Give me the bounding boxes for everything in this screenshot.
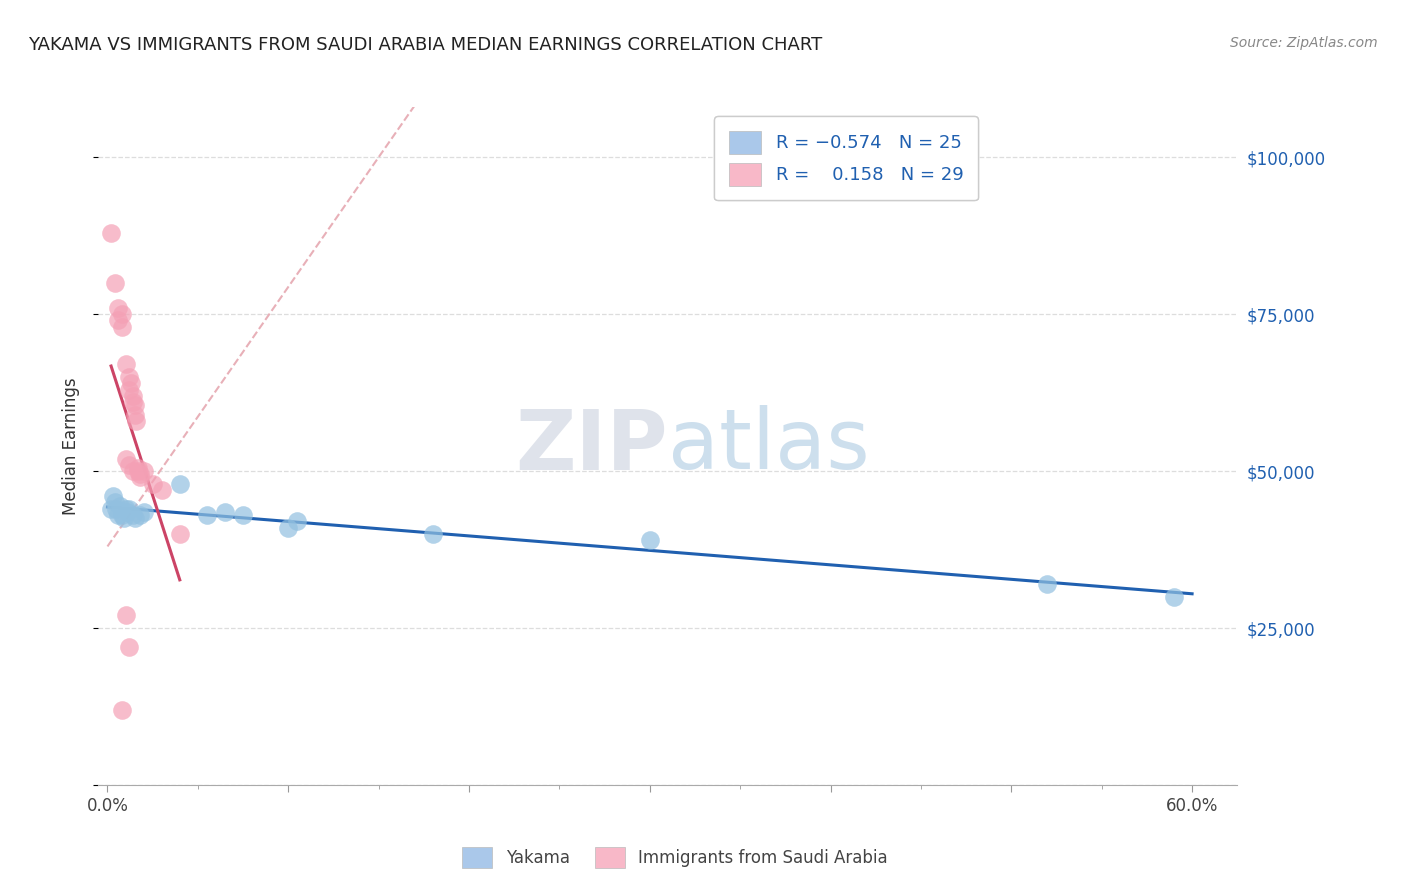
Point <box>132 464 155 478</box>
Point <box>104 276 127 290</box>
Point <box>118 458 141 472</box>
Point <box>127 461 149 475</box>
Legend: R = −0.574   N = 25, R =    0.158   N = 29: R = −0.574 N = 25, R = 0.158 N = 29 <box>714 116 977 201</box>
Text: YAKAMA VS IMMIGRANTS FROM SAUDI ARABIA MEDIAN EARNINGS CORRELATION CHART: YAKAMA VS IMMIGRANTS FROM SAUDI ARABIA M… <box>28 36 823 54</box>
Point <box>111 703 134 717</box>
Point <box>285 514 308 528</box>
Point <box>107 313 129 327</box>
Point <box>118 370 141 384</box>
Point <box>118 501 141 516</box>
Point <box>108 499 131 513</box>
Point <box>121 508 143 522</box>
Point <box>118 640 141 654</box>
Point <box>121 389 143 403</box>
Point <box>118 383 141 397</box>
Point <box>114 608 136 623</box>
Point <box>124 408 146 422</box>
Point <box>101 489 124 503</box>
Point <box>111 508 134 522</box>
Point <box>114 358 136 372</box>
Point <box>111 319 134 334</box>
Point <box>117 505 139 519</box>
Point <box>195 508 218 522</box>
Point <box>121 464 143 478</box>
Text: ZIP: ZIP <box>516 406 668 486</box>
Point <box>104 495 127 509</box>
Point <box>169 527 191 541</box>
Point <box>232 508 254 522</box>
Point <box>1163 590 1185 604</box>
Point <box>124 398 146 412</box>
Point <box>422 527 444 541</box>
Legend: Yakama, Immigrants from Saudi Arabia: Yakama, Immigrants from Saudi Arabia <box>456 840 894 875</box>
Point <box>121 395 143 409</box>
Point <box>132 505 155 519</box>
Point <box>107 301 129 315</box>
Point <box>112 511 135 525</box>
Point <box>1036 577 1059 591</box>
Y-axis label: Median Earnings: Median Earnings <box>62 377 80 515</box>
Point <box>129 467 152 482</box>
Point <box>638 533 661 548</box>
Point <box>111 307 134 321</box>
Point <box>125 414 148 428</box>
Point <box>107 508 129 522</box>
Point <box>100 501 122 516</box>
Point <box>150 483 173 497</box>
Point <box>129 508 152 522</box>
Text: Source: ZipAtlas.com: Source: ZipAtlas.com <box>1230 36 1378 50</box>
Point <box>277 520 299 534</box>
Point <box>142 476 165 491</box>
Point <box>129 470 152 484</box>
Point <box>124 511 146 525</box>
Point <box>120 376 142 391</box>
Point <box>114 501 136 516</box>
Point <box>105 501 128 516</box>
Point <box>114 451 136 466</box>
Text: atlas: atlas <box>668 406 869 486</box>
Point <box>169 476 191 491</box>
Point <box>100 226 122 240</box>
Point <box>127 464 149 478</box>
Point <box>214 505 236 519</box>
